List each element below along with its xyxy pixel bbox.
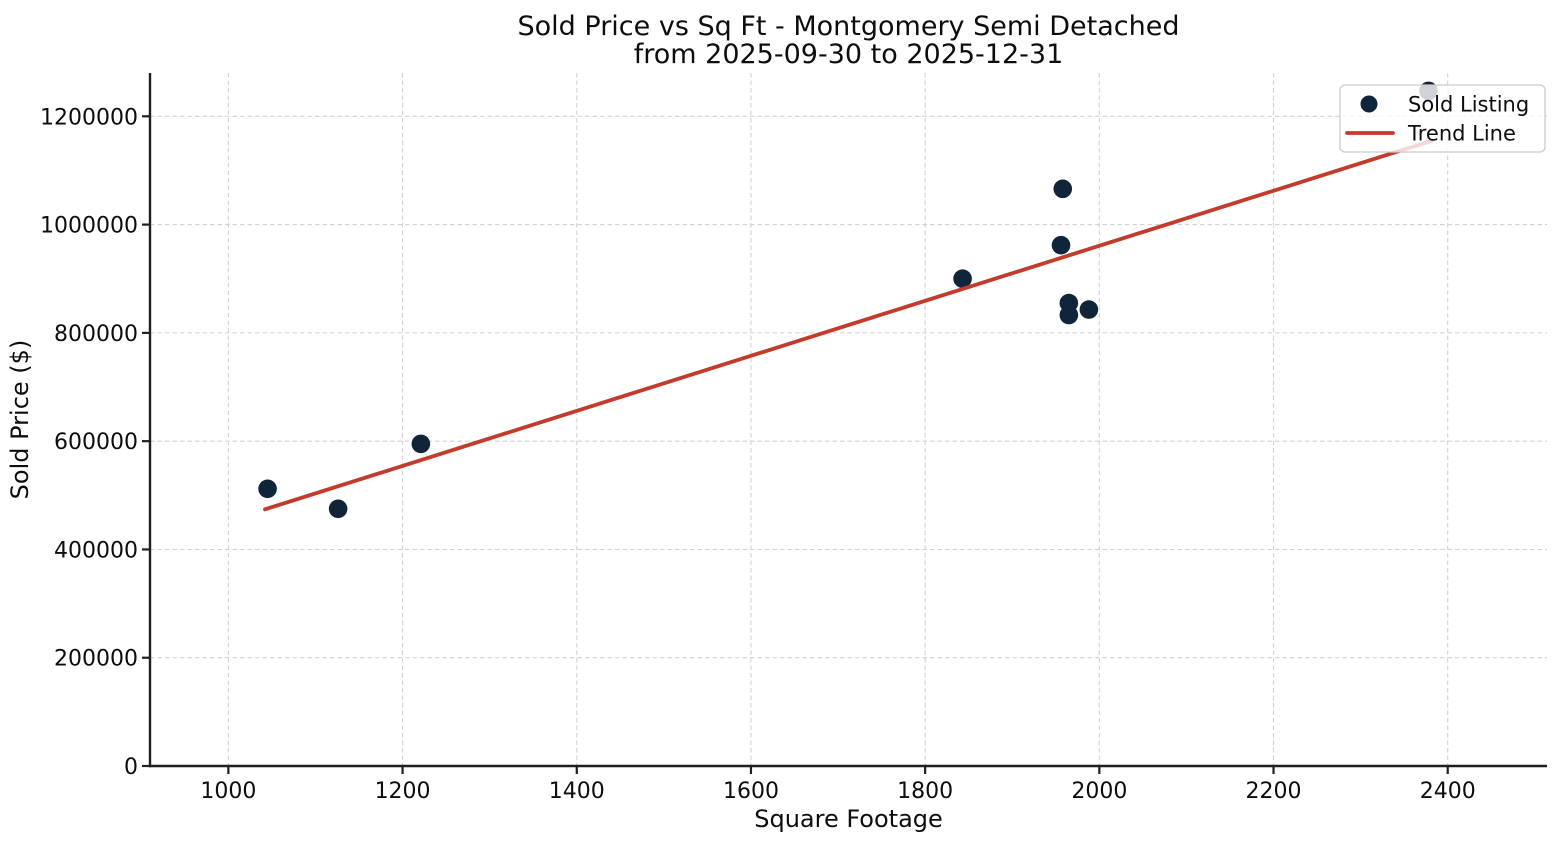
chart-title-line-2: from 2025-09-30 to 2025-12-31 [634, 39, 1064, 70]
y-tick-label: 0 [124, 755, 138, 780]
y-tick-label: 800000 [54, 322, 138, 347]
chart-title-line-1: Sold Price vs Sq Ft - Montgomery Semi De… [518, 11, 1180, 42]
y-tick-label: 600000 [54, 430, 138, 455]
x-tick-label: 1400 [549, 779, 605, 804]
data-point [328, 499, 348, 519]
x-tick-label: 1200 [375, 779, 431, 804]
data-point [1059, 305, 1079, 325]
data-point [1051, 235, 1071, 255]
data-point [411, 434, 431, 454]
legend-sold-listing-marker-icon [1360, 95, 1378, 113]
x-tick-label: 2200 [1246, 779, 1302, 804]
x-axis-label: Square Footage [754, 805, 943, 833]
x-tick-label: 1800 [897, 779, 953, 804]
x-tick-label: 1000 [200, 779, 256, 804]
data-point [953, 269, 972, 289]
data-point [1053, 179, 1073, 199]
trend-line [263, 138, 1434, 512]
data-point [258, 479, 277, 499]
y-axis-label: Sold Price ($) [6, 340, 34, 500]
y-tick-label: 1000000 [40, 214, 138, 239]
x-tick-label: 2000 [1071, 779, 1127, 804]
legend-label-sold-listing: Sold Listing [1408, 93, 1529, 117]
data-point [1079, 300, 1099, 319]
x-tick-label: 2400 [1420, 779, 1476, 804]
x-tick-label: 1600 [723, 779, 779, 804]
y-tick-label: 200000 [54, 647, 138, 672]
legend-label-trend-line: Trend Line [1407, 122, 1516, 146]
legend-box [1339, 84, 1546, 153]
y-tick-label: 1200000 [40, 105, 138, 130]
y-tick-label: 400000 [54, 538, 138, 563]
